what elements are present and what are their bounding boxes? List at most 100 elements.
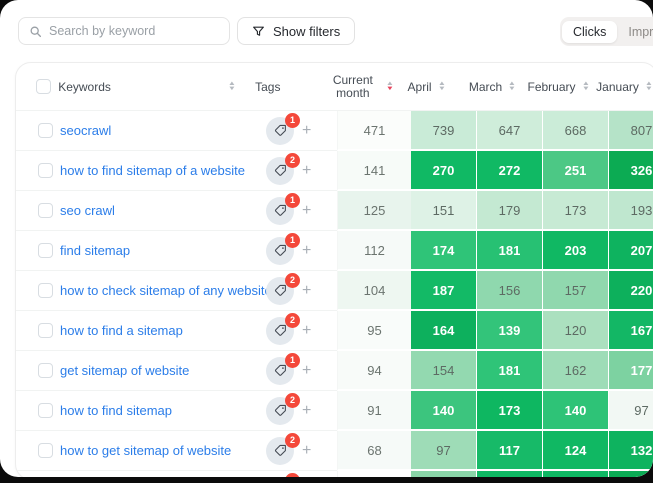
- row-checkbox[interactable]: [38, 363, 53, 378]
- header-keywords[interactable]: Keywords ▲ ▼: [51, 80, 237, 94]
- add-tag-button[interactable]: +: [302, 361, 312, 379]
- keyword-cell: how to find sitemap of a website: [53, 151, 248, 190]
- keyword-cell: how to find sitemap: [53, 391, 248, 430]
- select-all-checkbox[interactable]: [36, 79, 52, 94]
- current-month-cell: 95: [337, 311, 411, 351]
- tag-group: 2 +: [266, 312, 312, 345]
- toggle-clicks[interactable]: Clicks: [562, 20, 618, 43]
- keyword-link[interactable]: find sitemap: [60, 243, 131, 258]
- tag-group: 1 +: [266, 112, 312, 145]
- search-placeholder: Search by keyword: [49, 24, 156, 38]
- add-tag-button[interactable]: +: [302, 161, 312, 179]
- add-tag-button[interactable]: +: [302, 321, 312, 339]
- row-left-section: how to find a sitemap 2 + 95: [16, 311, 411, 351]
- sort-icon-keywords[interactable]: ▲ ▼: [227, 80, 237, 92]
- tag-chip[interactable]: 1: [266, 192, 300, 225]
- header-tags: Tags: [237, 80, 323, 94]
- keyword-link[interactable]: how to find sitemap of a website: [60, 163, 245, 178]
- table-header-row: Keywords ▲ ▼ Tags Current month ▲ ▼ April ▲…: [16, 63, 653, 111]
- heatmap-cell: 139: [477, 311, 543, 351]
- month-header-label: March: [468, 79, 503, 94]
- tag-chip[interactable]: 2: [266, 432, 300, 465]
- header-current-month[interactable]: Current month ▲ ▼: [323, 73, 395, 100]
- tag-chip[interactable]: 2: [266, 152, 300, 185]
- keyword-link[interactable]: seo crawl: [60, 203, 115, 218]
- sort-icon-month[interactable]: ▲ ▼: [437, 80, 446, 92]
- keywords-header-label: Keywords: [58, 79, 111, 94]
- row-checkbox-cell: [16, 431, 53, 470]
- heatmap-cell: 140: [411, 391, 477, 431]
- search-icon: [30, 26, 42, 37]
- row-checkbox-cell: [16, 191, 53, 230]
- tag-chip[interactable]: 1: [266, 112, 300, 145]
- header-month-january[interactable]: January ▲ ▼: [591, 80, 653, 94]
- heatmap-cell: 668: [543, 111, 609, 151]
- tags-cell: 2 +: [248, 431, 337, 470]
- tag-chip[interactable]: 2: [266, 272, 300, 305]
- add-tag-button[interactable]: +: [302, 281, 312, 299]
- row-checkbox-cell: [16, 471, 53, 477]
- tag-chip[interactable]: 2: [266, 392, 300, 425]
- row-checkbox[interactable]: [38, 283, 53, 298]
- current-month-cell: 104: [337, 271, 411, 311]
- keyword-link[interactable]: how to get sitemap of website: [60, 443, 232, 458]
- table-row: how to find a sitemap 2 + 95 164 139 120 16…: [16, 311, 653, 351]
- filter-funnel-icon: [253, 26, 264, 36]
- sort-icon-month[interactable]: ▲ ▼: [507, 80, 517, 92]
- row-checkbox[interactable]: [38, 323, 53, 338]
- row-checkbox[interactable]: [38, 243, 53, 258]
- sort-icon-month[interactable]: ▲ ▼: [581, 80, 590, 92]
- heatmap-cell: 203: [543, 231, 609, 271]
- heatmap-cell: 167: [609, 311, 653, 351]
- keyword-cell: find sitemap: [53, 231, 248, 270]
- tag-chip[interactable]: 1: [266, 352, 300, 385]
- toolbar: Search by keyword Show filters Clicks Im…: [0, 0, 653, 62]
- row-left-section: how to find sitemap of a website 2 + 141: [16, 151, 411, 191]
- heatmap-cell: 181: [477, 351, 543, 391]
- search-input[interactable]: Search by keyword: [18, 17, 230, 45]
- table-row: how to get sitemap of website 2 + 68 97 1…: [16, 431, 653, 471]
- tags-cell: 2 +: [248, 151, 337, 190]
- tag-chip[interactable]: 2: [266, 312, 300, 345]
- sort-icon-current-month-desc[interactable]: ▲ ▼: [385, 80, 395, 92]
- heatmap-cell: 124: [543, 431, 609, 471]
- header-month-february[interactable]: February ▲ ▼: [525, 80, 591, 94]
- keyword-link[interactable]: seocrawl: [60, 123, 112, 138]
- show-filters-button[interactable]: Show filters: [237, 17, 356, 45]
- keyword-link[interactable]: how to find a sitemap: [60, 323, 183, 338]
- keyword-link[interactable]: how to check sitemap of any website: [60, 283, 272, 298]
- tags-cell: 1 +: [248, 191, 337, 230]
- row-checkbox-cell: [16, 271, 53, 310]
- tag-chip[interactable]: 1: [266, 232, 300, 265]
- heatmap-cell: 117: [477, 431, 543, 471]
- current-month-cell: 125: [337, 191, 411, 231]
- tag-chip[interactable]: [266, 472, 300, 477]
- keyword-link[interactable]: get sitemap of website: [60, 363, 190, 378]
- add-tag-button[interactable]: +: [302, 241, 312, 259]
- tags-cell: 2 +: [248, 271, 337, 310]
- month-header-label: January: [596, 79, 639, 94]
- add-tag-button[interactable]: +: [302, 121, 312, 139]
- sort-icon-month[interactable]: ▲ ▼: [644, 80, 653, 92]
- keywords-table-card: Keywords ▲ ▼ Tags Current month ▲ ▼ April ▲…: [15, 62, 653, 477]
- header-month-march[interactable]: March ▲ ▼: [459, 80, 525, 94]
- table-row: find sitemap 1 + 112 174 181 203 207: [16, 231, 653, 271]
- row-checkbox[interactable]: [38, 123, 53, 138]
- heatmap-cells: 151 179 173 193: [411, 191, 653, 231]
- heatmap-cells: 154 181 162 177: [411, 351, 653, 391]
- tag-count-badge: 2: [285, 152, 300, 168]
- add-tag-button[interactable]: +: [302, 441, 312, 459]
- add-tag-button[interactable]: +: [302, 201, 312, 219]
- row-checkbox[interactable]: [38, 403, 53, 418]
- keyword-link[interactable]: how to find sitemap: [60, 403, 173, 418]
- row-checkbox[interactable]: [38, 163, 53, 178]
- row-checkbox[interactable]: [38, 203, 53, 218]
- add-tag-button[interactable]: +: [302, 401, 312, 419]
- heatmap-cell: 162: [543, 351, 609, 391]
- row-checkbox[interactable]: [38, 443, 53, 458]
- header-month-april[interactable]: April ▲ ▼: [393, 80, 459, 94]
- tag-count-badge: 1: [285, 112, 300, 128]
- toggle-impressions[interactable]: Impressions: [628, 24, 653, 39]
- heatmap-cell: 151: [411, 191, 477, 231]
- tags-cell: 2 +: [248, 311, 337, 350]
